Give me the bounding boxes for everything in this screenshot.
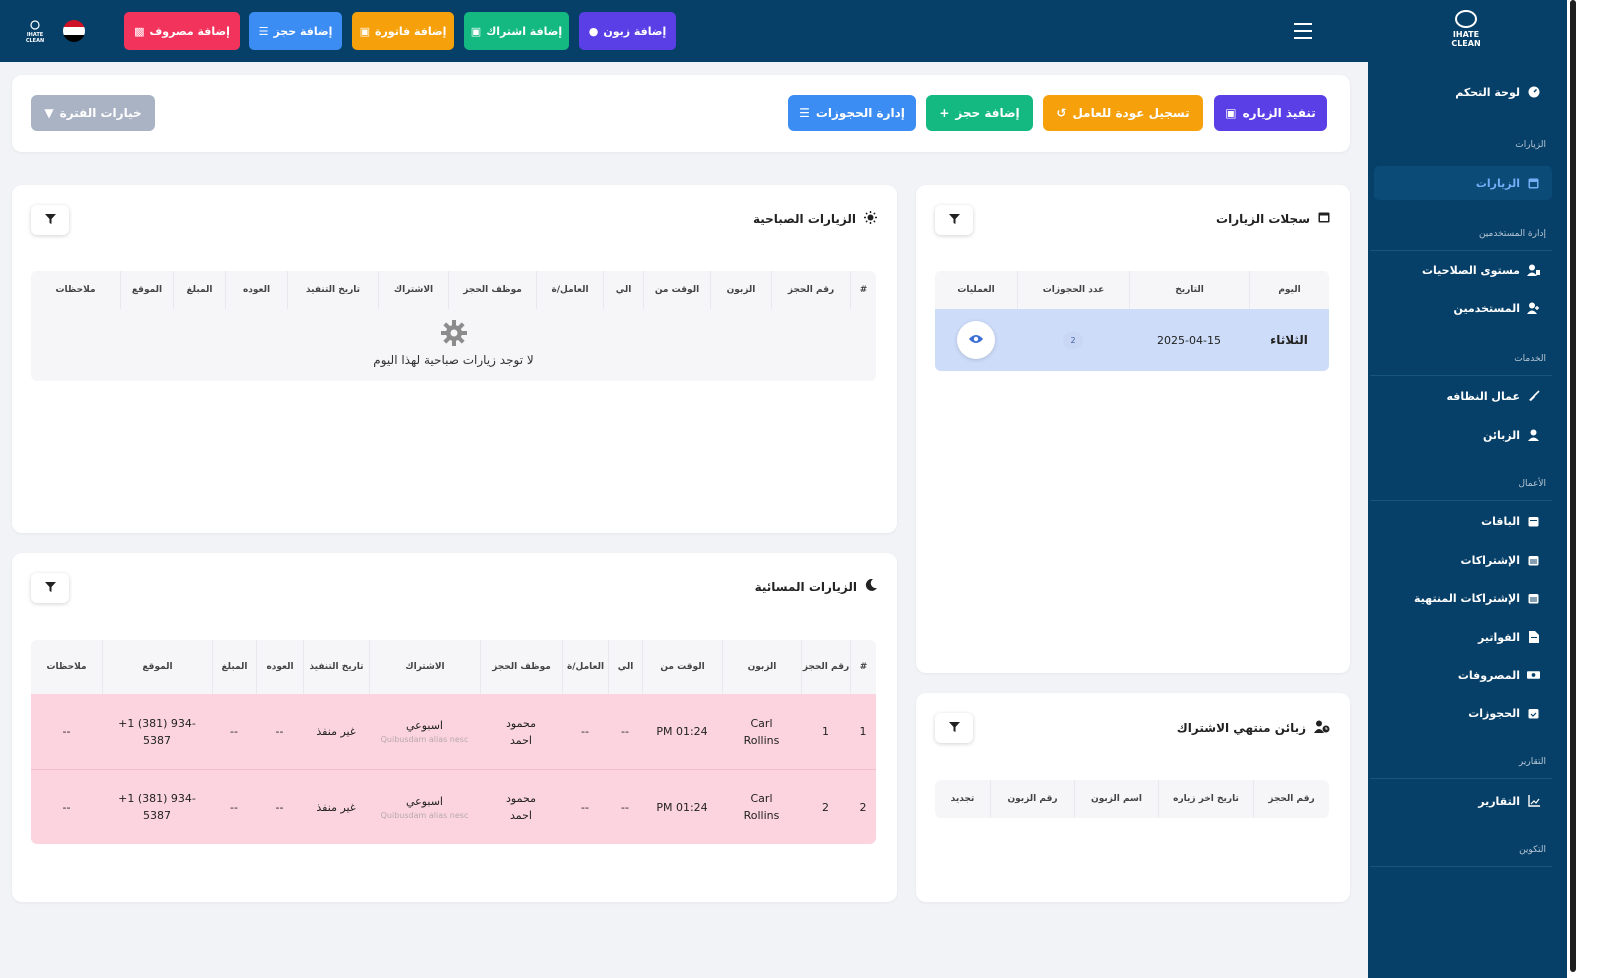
expired-subscriptions-card: زبائن منتهي الاشتراك رقم الحجز تاريخ اخر… [916,693,1350,902]
sidebar: IHATE CLEAN لوحة التحكم الزيارات الزيارا… [1368,0,1567,978]
money-icon: ▩ [134,24,145,38]
hamburger-menu-icon[interactable] [1294,23,1312,39]
sidebar-item-dashboard[interactable]: لوحة التحكم [1374,77,1552,107]
sidebar-section-users: إدارة المستخدمين [1478,229,1546,239]
expired-subscriptions-title: زبائن منتهي الاشتراك [1177,720,1330,736]
sidebar-item-bookings[interactable]: الحجوزات [1374,698,1552,728]
booking-count-badge: 2 [1063,332,1083,349]
sidebar-item-permissions[interactable]: مستوى الصلاحيات [1374,255,1552,285]
filter-icon: ▼ [44,106,54,120]
brand-mini-logo: IHATE CLEAN [24,20,46,44]
sidebar-item-customers[interactable]: الزبائن [1374,420,1552,450]
top-bar: IHATE CLEAN ▩ إضافة مصروف ☰ إضافة حجز ▣ إضا… [0,0,1368,62]
sidebar-item-visits[interactable]: الزيارات [1374,166,1552,200]
filter-icon [948,721,960,735]
sidebar-item-reports[interactable]: التقارير [1374,786,1552,816]
morning-empty-state: لا توجد زيارات صباحية لهذا اليوم [31,309,876,381]
undo-icon: ↺ [1056,106,1067,120]
morning-filter-button[interactable] [31,205,69,235]
sidebar-item-expenses[interactable]: المصروفات [1374,660,1552,690]
manage-bookings-button[interactable]: ☰ إدارة الحجوزات [788,95,916,131]
filter-icon [948,213,960,227]
user-plus-icon: ● [588,24,599,38]
sidebar-section-config: التكوين [1519,845,1546,855]
add-booking-top-button[interactable]: ☰ إضافة حجز [249,12,342,50]
sidebar-item-users[interactable]: المستخدمين [1374,293,1552,323]
morning-visits-title: الزيارات الصباحية [753,211,877,227]
morning-visits-card: الزيارات الصباحية # رقم الحجز الزبون الو… [12,185,897,533]
view-visit-button[interactable] [957,321,995,359]
evening-filter-button[interactable] [31,573,69,603]
sidebar-item-ended-subscriptions[interactable]: الإشتراكات المنتهية [1374,583,1552,613]
sidebar-item-invoices[interactable]: الفواتير [1374,622,1552,652]
language-flag-icon[interactable] [63,20,85,42]
list-icon: ☰ [258,24,269,38]
chart-icon [1527,795,1540,808]
scrollbar-thumb[interactable] [1570,0,1576,972]
add-expense-button[interactable]: ▩ إضافة مصروف [124,12,240,50]
visit-logs-header: اليوم التاريخ عدد الحجوزات العمليات [935,271,1329,309]
sidebar-item-subscriptions[interactable]: الإشتراكات [1374,545,1552,575]
user-icon [1527,429,1540,442]
morning-table-header: # رقم الحجز الزبون الوقت من الي العامل/ة… [31,271,876,309]
file-icon [1527,631,1540,644]
morning-empty-text: لا توجد زيارات صباحية لهذا اليوم [373,353,534,367]
plus-icon: + [939,106,950,120]
sun-icon [864,211,877,227]
dashboard-icon [1527,86,1540,99]
add-subscription-button[interactable]: ▣ إضافة اشتراك [464,12,569,50]
brand-logo: IHATE CLEAN [1448,10,1484,50]
evening-visits-card: الزيارات المسائية # رقم الحجز الزبون الو… [12,553,897,902]
add-customer-button[interactable]: ● إضافة زبون [579,12,676,50]
broom-icon [1527,390,1540,403]
sidebar-section-reports: التقارير [1518,757,1546,767]
file-icon: ▣ [359,24,370,38]
money-icon [1527,669,1540,682]
filter-icon [44,581,56,595]
calendar-check-icon: ▣ [1225,106,1237,120]
evening-visits-title: الزيارات المسائية [755,578,877,594]
file-icon: ▣ [470,24,482,38]
evening-table-header: # رقم الحجز الزبون الوقت من الي العامل/ة… [31,640,876,694]
sidebar-item-cleaners[interactable]: عمال النظافه [1374,381,1552,411]
moon-icon [865,578,877,594]
user-shield-icon [1527,264,1540,277]
visit-logs-title: سجلات الزيارات [1216,211,1330,226]
calendar-icon [1527,592,1540,605]
calendar-icon [1527,177,1540,190]
gear-icon [31,320,876,349]
calendar-check-icon [1527,707,1540,720]
table-row[interactable]: الثلاثاء 2025-04-15 2 [935,309,1329,371]
expired-table-header: رقم الحجز تاريخ اخر زياره اسم الزبون رقم… [935,780,1329,818]
execute-visit-button[interactable]: ▣ تنفيذ الزياره [1214,95,1327,131]
table-row[interactable]: 2 2 Carl Rollins 01:24 PM -- -- محمود اح… [31,770,876,844]
period-options-button[interactable]: ▼ خيارات الفترة [31,95,155,131]
action-bar: ▼ خيارات الفترة ☰ إدارة الحجوزات + إضافة حج… [12,75,1350,152]
table-row[interactable]: 1 1 Carl Rollins 01:24 PM -- -- محمود اح… [31,694,876,770]
eye-icon [969,332,983,349]
list-icon: ☰ [799,106,810,120]
sidebar-section-visits: الزيارات [1515,140,1546,150]
sidebar-item-packages[interactable]: الباقات [1374,506,1552,536]
add-invoice-button[interactable]: ▣ إضافة فاتورة [352,12,454,50]
filter-icon [44,213,56,227]
register-return-button[interactable]: ↺ تسجيل عودة للعامل [1043,95,1203,131]
calendar-icon [1527,554,1540,567]
calendar-icon [1318,211,1330,226]
sidebar-section-services: الخدمات [1514,354,1546,364]
user-plus-icon [1527,302,1540,315]
sidebar-section-business: الأعمال [1518,479,1547,489]
user-clock-icon [1314,720,1330,736]
box-icon [1527,515,1540,528]
visit-logs-card: سجلات الزيارات اليوم التاريخ عدد الحجوزا… [916,185,1350,673]
expired-filter-button[interactable] [935,713,973,743]
add-booking-button[interactable]: + إضافة حجز [926,95,1033,131]
visit-logs-filter-button[interactable] [935,205,973,235]
